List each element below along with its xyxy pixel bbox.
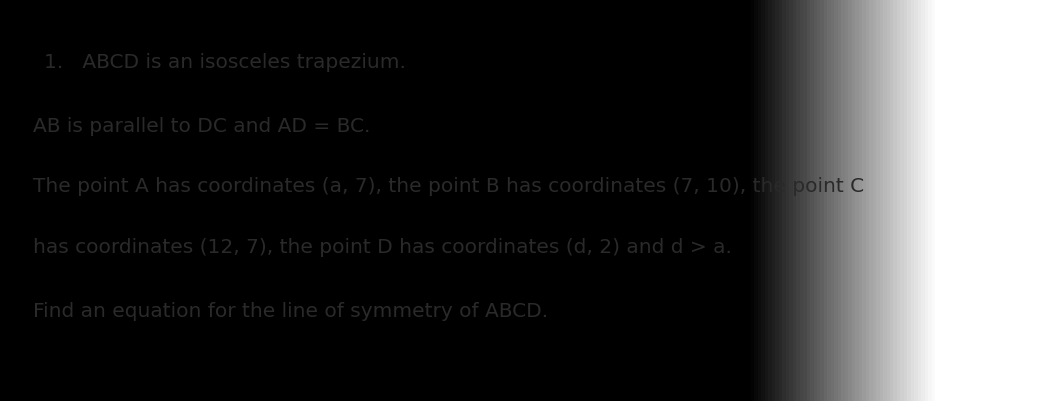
- Text: has coordinates (12, 7), the point D has coordinates (d, 2) and d > a.: has coordinates (12, 7), the point D has…: [33, 237, 732, 256]
- Text: The point A has coordinates (a, 7), the point B has coordinates (7, 10), the poi: The point A has coordinates (a, 7), the …: [33, 177, 865, 196]
- Text: AB is parallel to DC and AD = BC.: AB is parallel to DC and AD = BC.: [33, 117, 370, 136]
- Text: 1.   ABCD is an isosceles trapezium.: 1. ABCD is an isosceles trapezium.: [44, 53, 406, 72]
- Text: Find an equation for the line of symmetry of ABCD.: Find an equation for the line of symmetr…: [33, 301, 549, 320]
